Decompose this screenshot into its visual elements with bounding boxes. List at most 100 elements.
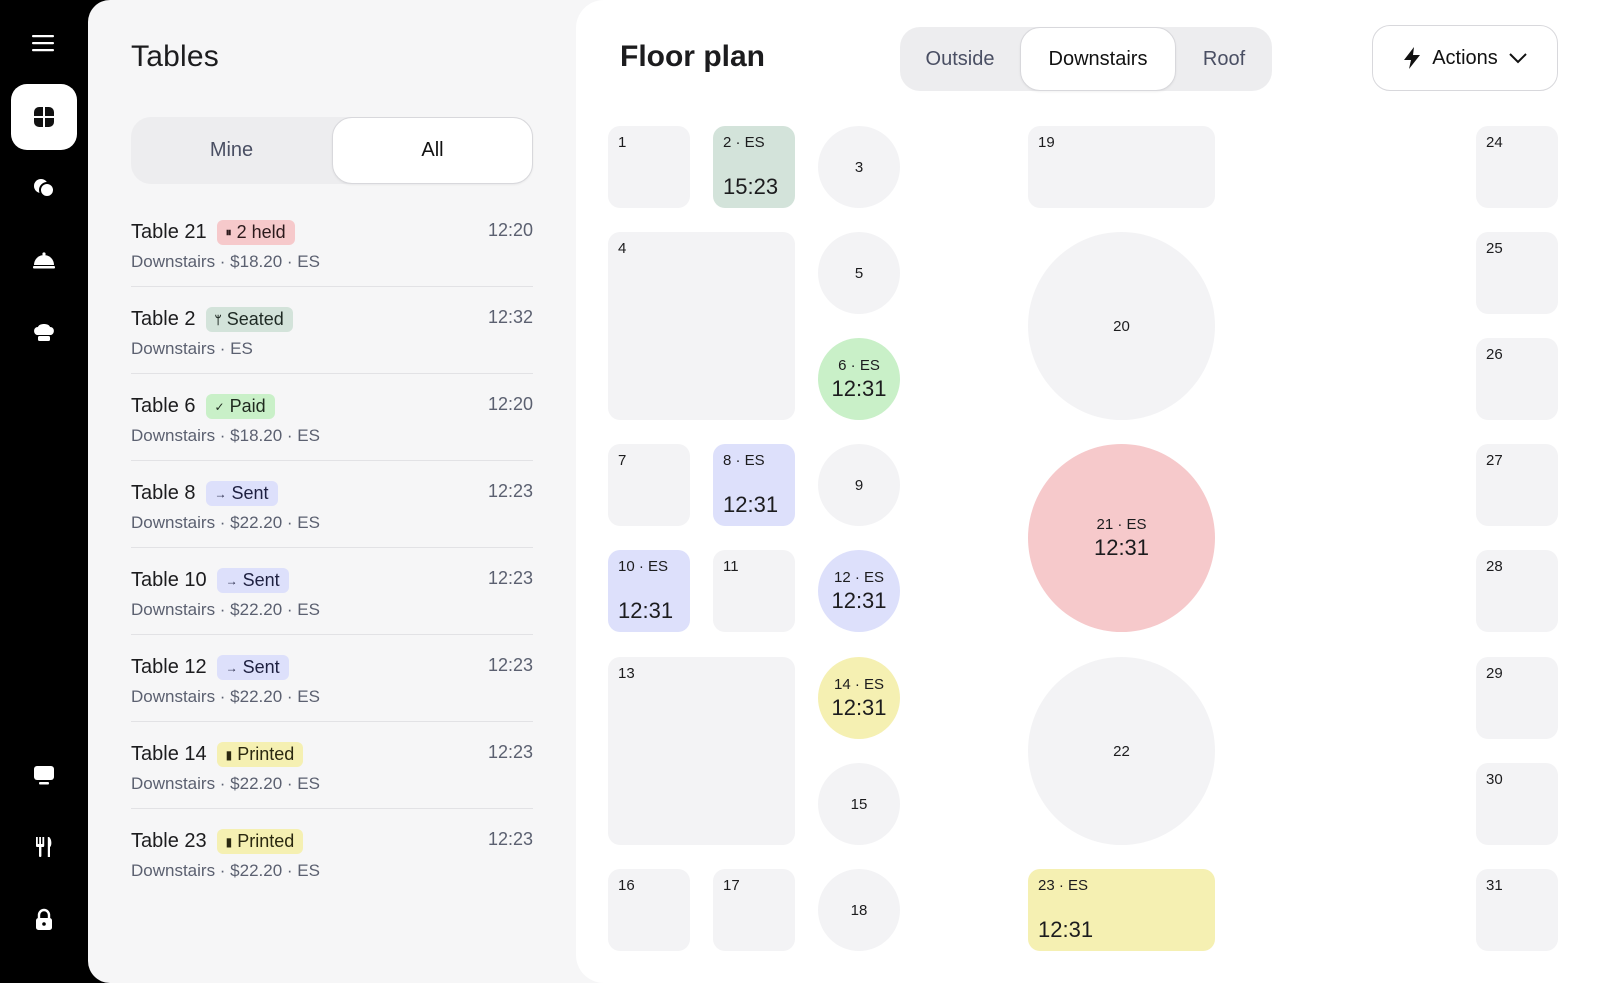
table-list-subtitle: Downstairs · $22.20 · ES xyxy=(131,774,320,793)
arrow-right-icon: → xyxy=(225,573,238,588)
actions-button[interactable]: Actions xyxy=(1372,25,1558,91)
status-badge: ▮ Printed xyxy=(216,829,304,854)
floor-table-2[interactable]: 2 · ES 15:23 xyxy=(713,126,795,208)
floor-table-11[interactable]: 11 xyxy=(713,550,795,632)
document-icon: ▮ xyxy=(225,747,233,762)
table-list-title: Table 8 xyxy=(131,482,196,504)
floor-table-27[interactable]: 27 xyxy=(1476,444,1558,526)
utensils-icon xyxy=(36,837,52,857)
floor-table-7[interactable]: 7 xyxy=(608,444,690,526)
table-list-subtitle: Downstairs · $18.20 · ES xyxy=(131,426,320,445)
lock-button[interactable] xyxy=(11,887,77,953)
chef-hat-icon xyxy=(34,324,54,341)
floor-table-21[interactable]: 21 · ES 12:31 xyxy=(1028,444,1215,632)
floor-table-10[interactable]: 10 · ES 12:31 xyxy=(608,550,690,632)
arrow-right-icon: → xyxy=(225,660,238,675)
check-icon: ✓ xyxy=(214,399,225,414)
floor-table-4[interactable]: 4 xyxy=(608,232,795,420)
table-list-item[interactable]: Table 2 ᛘ Seated Downstairs · ES 12:32 xyxy=(131,287,533,374)
filter-all-button[interactable]: All xyxy=(332,117,533,184)
floor-table-1[interactable]: 1 xyxy=(608,126,690,208)
floor-table-18[interactable]: 18 xyxy=(818,869,900,951)
floor-plan-title: Floor plan xyxy=(620,40,765,73)
table-list-title: Table 12 xyxy=(131,656,207,678)
table-list-item[interactable]: Table 6 ✓ Paid Downstairs · $18.20 · ES 12… xyxy=(131,374,533,461)
status-badge: → Sent xyxy=(216,568,289,593)
area-segmented: Outside Downstairs Roof xyxy=(900,27,1272,91)
nav-rail xyxy=(0,0,88,983)
nav-kiosk-button[interactable] xyxy=(11,742,77,808)
filter-mine-button[interactable]: Mine xyxy=(209,139,254,161)
nav-floor-plan-button[interactable] xyxy=(11,84,77,150)
table-list-item[interactable]: Table 14 ▮ Printed Downstairs · $22.20 · E… xyxy=(131,722,533,809)
floor-table-12[interactable]: 12 · ES 12:31 xyxy=(818,550,900,632)
table-list-subtitle: Downstairs · $22.20 · ES xyxy=(131,861,320,880)
area-tab-downstairs[interactable]: Downstairs xyxy=(1020,27,1176,91)
table-list-time: 12:32 xyxy=(487,307,533,327)
floor-table-14[interactable]: 14 · ES 12:31 xyxy=(818,657,900,739)
table-list-item[interactable]: Table 21 ⏸ 2 held Downstairs · $18.20 · ES… xyxy=(131,200,533,287)
tables-list: Table 21 ⏸ 2 held Downstairs · $18.20 · ES… xyxy=(131,200,533,896)
floor-table-15[interactable]: 15 xyxy=(818,763,900,845)
chevron-down-icon xyxy=(1509,53,1527,64)
table-list-subtitle: Downstairs · $22.20 · ES xyxy=(131,513,320,532)
table-list-subtitle: Downstairs · $22.20 · ES xyxy=(131,600,320,619)
floor-plan-panel: Floor plan Outside Downstairs Roof Actio… xyxy=(576,0,1600,983)
floor-table-22[interactable]: 22 xyxy=(1028,657,1215,845)
table-list-item[interactable]: Table 23 ▮ Printed Downstairs · $22.20 · E… xyxy=(131,809,533,896)
floor-table-28[interactable]: 28 xyxy=(1476,550,1558,632)
table-list-subtitle: Downstairs · $18.20 · ES xyxy=(131,252,320,271)
lightning-icon xyxy=(1404,47,1421,69)
table-list-item[interactable]: Table 8 → Sent Downstairs · $22.20 · ES 12… xyxy=(131,461,533,548)
table-list-time: 12:20 xyxy=(487,220,533,240)
floor-table-24[interactable]: 24 xyxy=(1476,126,1558,208)
floor-table-25[interactable]: 25 xyxy=(1476,232,1558,314)
table-list-item[interactable]: Table 12 → Sent Downstairs · $22.20 · ES 1… xyxy=(131,635,533,722)
floor-table-17[interactable]: 17 xyxy=(713,869,795,951)
tables-filter-segmented: Mine All xyxy=(131,117,533,184)
nav-menu-items-button[interactable] xyxy=(11,814,77,880)
floor-table-13[interactable]: 13 xyxy=(608,657,795,845)
status-badge: ✓ Paid xyxy=(205,394,275,419)
floor-table-31[interactable]: 31 xyxy=(1476,869,1558,951)
table-list-time: 12:23 xyxy=(487,742,533,762)
floor-table-5[interactable]: 5 xyxy=(818,232,900,314)
cloche-icon xyxy=(33,252,55,269)
lock-icon xyxy=(36,908,52,930)
fork-knife-icon: ᛘ xyxy=(214,312,222,327)
status-badge: → Sent xyxy=(205,481,278,506)
menu-button[interactable] xyxy=(11,10,77,76)
floor-table-16[interactable]: 16 xyxy=(608,869,690,951)
table-list-item[interactable]: Table 10 → Sent Downstairs · $22.20 · ES 1… xyxy=(131,548,533,635)
kiosk-icon xyxy=(34,766,54,785)
floor-table-6[interactable]: 6 · ES 12:31 xyxy=(818,338,900,420)
table-list-time: 12:20 xyxy=(487,394,533,414)
floor-table-3[interactable]: 3 xyxy=(818,126,900,208)
actions-label: Actions xyxy=(1432,46,1498,69)
status-badge: ᛘ Seated xyxy=(205,307,293,332)
table-list-subtitle: Downstairs · ES xyxy=(131,339,253,358)
table-list-title: Table 21 xyxy=(131,221,207,243)
pause-icon: ⏸ xyxy=(225,225,232,239)
table-list-title: Table 23 xyxy=(131,830,207,852)
status-badge: → Sent xyxy=(216,655,289,680)
floor-table-26[interactable]: 26 xyxy=(1476,338,1558,420)
table-list-title: Table 2 xyxy=(131,308,196,330)
table-list-title: Table 14 xyxy=(131,743,207,765)
floor-table-9[interactable]: 9 xyxy=(818,444,900,526)
floor-table-8[interactable]: 8 · ES 12:31 xyxy=(713,444,795,526)
floor-table-30[interactable]: 30 xyxy=(1476,763,1558,845)
area-tab-roof[interactable]: Roof xyxy=(1202,47,1246,70)
table-list-time: 12:23 xyxy=(487,829,533,849)
floor-table-19[interactable]: 19 xyxy=(1028,126,1215,208)
floor-table-20[interactable]: 20 xyxy=(1028,232,1215,420)
nav-orders-button[interactable] xyxy=(11,227,77,293)
nav-kitchen-button[interactable] xyxy=(11,299,77,365)
nav-bubbles-button[interactable] xyxy=(11,155,77,221)
floor-table-29[interactable]: 29 xyxy=(1476,657,1558,739)
area-tab-outside[interactable]: Outside xyxy=(925,47,995,70)
floor-table-23[interactable]: 23 · ES 12:31 xyxy=(1028,869,1215,951)
table-list-time: 12:23 xyxy=(487,568,533,588)
status-badge: ⏸ 2 held xyxy=(216,220,295,245)
menu-icon xyxy=(32,35,54,52)
